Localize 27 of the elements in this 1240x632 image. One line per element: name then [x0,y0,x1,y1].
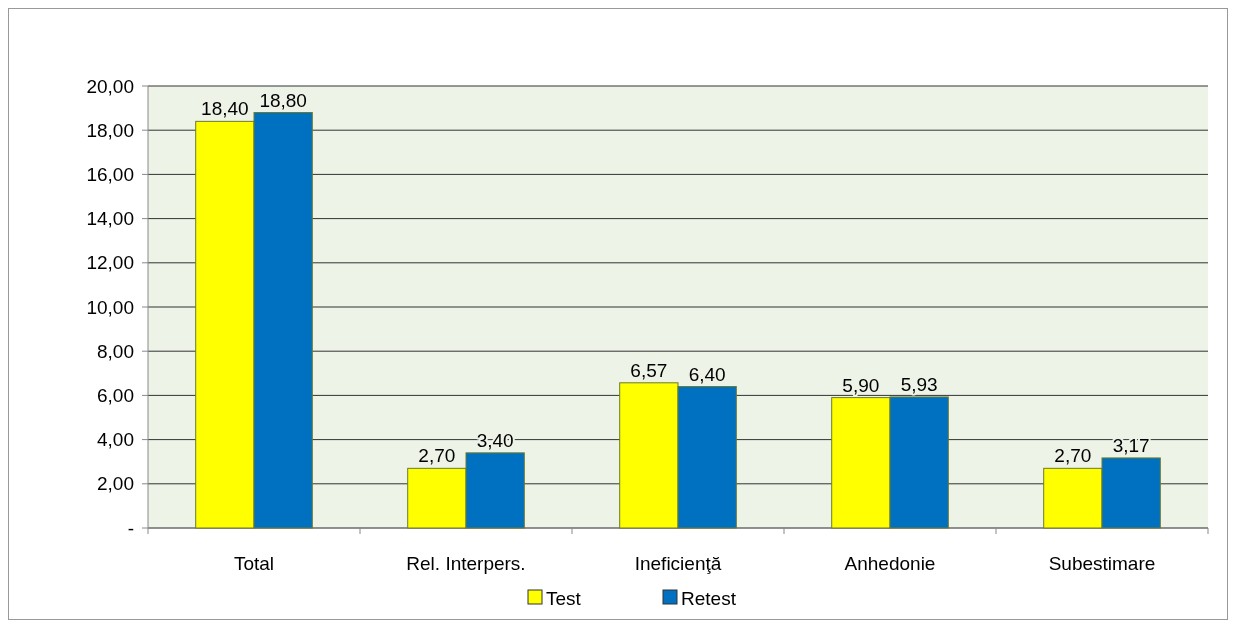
y-tick-label: 8,00 [97,340,134,362]
data-label: 6,57 [630,359,668,381]
y-tick-label: 12,00 [86,252,134,274]
y-tick-label: - [127,517,134,539]
y-tick-label: 2,00 [97,473,134,495]
x-tick-label: Subestimare [1048,553,1156,574]
y-tick-label: 18,00 [86,119,134,141]
x-tick-label: Anhedonie [844,553,936,574]
y-tick-label: 16,00 [86,164,134,186]
y-tick-label: 10,00 [86,296,134,318]
y-tick-label: 6,00 [97,385,134,407]
data-label: 3,17 [1112,434,1150,456]
y-tick-label: 14,00 [86,208,134,230]
y-tick-label: 4,00 [97,429,134,451]
data-label: 2,70 [418,445,456,467]
data-label: 2,70 [1054,445,1092,467]
y-tick-label: 20,00 [86,75,134,97]
data-label: 6,40 [688,363,726,385]
x-tick-label: Ineficienţă [634,553,722,574]
x-tick-label: Total [233,553,275,574]
data-label: 18,80 [259,89,307,111]
data-label: 5,90 [842,374,880,396]
data-label: 5,93 [900,373,938,395]
data-label: 18,40 [201,98,249,120]
legend-label: Retest [681,587,737,609]
legend-label: Test [546,587,582,609]
x-tick-label: Rel. Interpers. [406,553,526,574]
